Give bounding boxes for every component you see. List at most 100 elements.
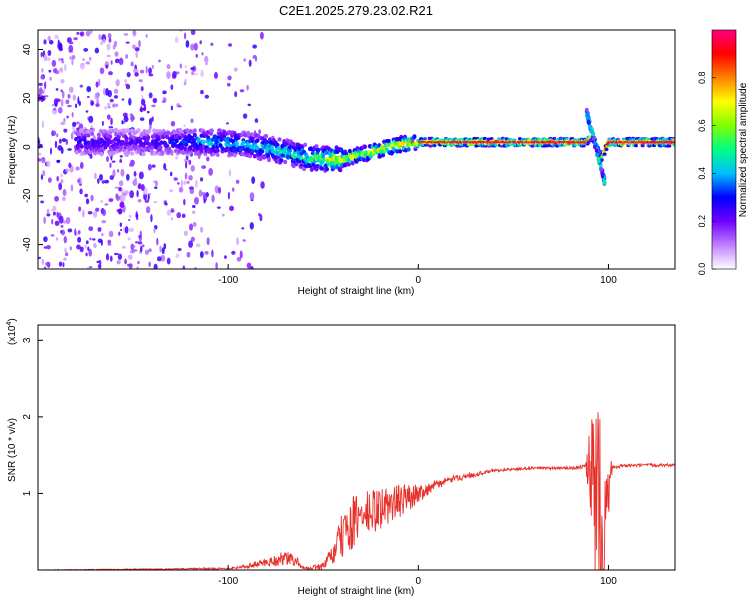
spectrogram-cell	[183, 124, 186, 128]
spectrogram-cell	[119, 222, 122, 227]
snr-y-tick-label: 1	[22, 490, 33, 496]
spectrogram-cell	[42, 170, 46, 177]
spectrogram-cell	[55, 88, 59, 91]
spectrogram-cell	[118, 180, 124, 187]
spectrogram-cell	[68, 44, 74, 53]
spectrogram-cell	[130, 151, 135, 156]
spectrogram-cell	[163, 162, 167, 170]
snr-x-ticks: -100 0 100	[218, 565, 617, 587]
spectrogram-cell	[88, 115, 94, 124]
spectrogram-cell	[98, 34, 102, 41]
spectrogram-cell	[229, 205, 235, 212]
spectrogram-cell	[62, 220, 67, 224]
spectrogram-cell	[251, 176, 256, 184]
snr-scale-label: (x104)	[6, 318, 18, 345]
spectrogram-cell	[75, 166, 80, 171]
spectrogram-cell	[232, 152, 237, 158]
spectrogram-cell	[93, 243, 97, 249]
spectrogram-cell	[228, 169, 232, 177]
spectrogram-cell	[64, 247, 67, 254]
spectrogram-cell	[181, 213, 186, 219]
spectrogram-x-tick-label: 100	[600, 275, 617, 286]
spectrogram-cell	[269, 145, 274, 150]
spectrogram-cell	[113, 88, 119, 94]
spectrogram-cell	[145, 206, 151, 214]
spectrogram-cell	[119, 194, 123, 202]
snr-y-axis-label: SNR (10 * v/v)	[7, 418, 18, 482]
spectrogram-cell	[82, 209, 85, 218]
spectrogram-cell	[634, 144, 639, 148]
spectrogram-cell	[132, 179, 138, 187]
spectrogram-cell	[74, 136, 79, 142]
spectrogram-cell	[190, 236, 196, 242]
spectrogram-cell	[204, 251, 209, 255]
spectrogram-cell	[104, 203, 109, 206]
spectrogram-cell	[65, 168, 69, 173]
spectrogram-cell	[363, 144, 368, 150]
spectrogram-cell	[166, 209, 172, 216]
spectrogram-cell	[92, 238, 96, 241]
spectrogram-cell	[303, 142, 308, 148]
spectrogram-cell	[114, 51, 119, 57]
spectrogram-cell	[109, 162, 112, 168]
spectrogram-cell	[234, 140, 239, 146]
spectrogram-cell	[423, 143, 428, 147]
spectrogram-cell	[395, 149, 400, 154]
spectrogram-cell	[76, 31, 80, 35]
snr-y-tick-label: 2	[22, 414, 33, 420]
spectrogram-cell	[199, 147, 204, 153]
spectrogram-cell	[112, 169, 116, 178]
spectrogram-cell	[386, 138, 391, 144]
snr-x-axis-label: Height of straight line (km)	[298, 586, 415, 597]
colorbar: 0.0 0.2 0.4 0.6 0.8 Normalized spectral ampl…	[697, 29, 749, 275]
spectrogram-cell	[229, 133, 234, 139]
spectrogram-cell	[588, 124, 592, 129]
spectrogram-cell	[63, 118, 66, 122]
spectrogram-cell	[144, 249, 150, 255]
spectrogram-cell	[185, 70, 188, 74]
spectrogram-cell	[180, 179, 183, 188]
spectrogram-cell	[57, 106, 63, 114]
spectrogram-cell	[189, 151, 194, 156]
spectrogram-cell	[121, 141, 126, 146]
spectrogram-cell	[70, 132, 74, 140]
spectrogram-cell	[127, 254, 133, 260]
spectrogram-cell	[77, 230, 81, 235]
spectrogram-cell	[151, 104, 156, 108]
spectrogram-cell	[54, 140, 58, 149]
spectrogram-cell	[234, 91, 238, 98]
spectrogram-cell	[86, 133, 91, 138]
spectrogram-cell	[188, 159, 192, 165]
spectrogram-cell	[140, 184, 145, 191]
spectrogram-x-axis-label: Height of straight line (km)	[298, 286, 415, 297]
spectrogram-cell	[90, 194, 94, 202]
spectrogram-cell	[246, 262, 252, 269]
spectrogram-cell	[109, 255, 113, 262]
snr-x-tick-label: -100	[218, 576, 238, 587]
spectrogram-cell	[85, 240, 89, 245]
spectrogram-cell	[260, 181, 265, 189]
spectrogram-cell	[266, 153, 271, 158]
spectrogram-cell	[124, 226, 129, 234]
spectrogram-cell	[60, 58, 64, 61]
spectrogram-cell	[412, 134, 417, 139]
spectrogram-cell	[242, 239, 246, 242]
spectrogram-cell	[203, 199, 206, 204]
spectrogram-cell	[241, 227, 245, 230]
spectrogram-cell	[254, 118, 259, 123]
spectrogram-cell	[98, 78, 101, 87]
spectrogram-cell	[161, 247, 165, 255]
spectrogram-cell	[138, 171, 144, 180]
spectrogram-cell	[106, 155, 109, 162]
spectrogram-cell	[54, 103, 58, 107]
spectrogram-cell	[195, 179, 198, 188]
spectrogram-cell	[172, 130, 177, 135]
spectrogram-cell	[275, 142, 280, 148]
spectrogram-cell	[221, 213, 225, 217]
spectrogram-cell	[497, 137, 502, 141]
snr-y-ticks: 1 2 3	[22, 337, 43, 496]
spectrogram-cell	[116, 208, 121, 213]
spectrogram-cell	[88, 266, 93, 269]
spectrogram-cell	[128, 162, 134, 167]
spectrogram-cell	[117, 253, 123, 260]
